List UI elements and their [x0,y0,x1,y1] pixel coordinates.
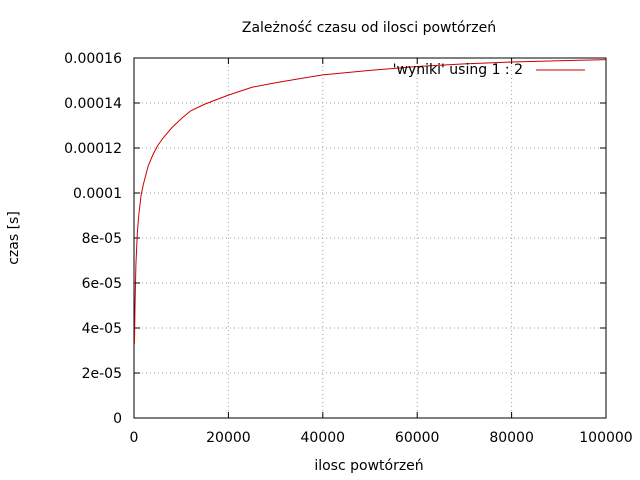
y-tick-label: 0.00012 [64,141,122,157]
grid [134,58,606,418]
y-tick-label: 6e-05 [82,276,122,292]
axis-ticks: 0 20000 40000 60000 80000 100000 0 2e-05 4e-05 6e… [64,51,633,446]
y-tick-label: 2e-05 [82,366,122,382]
x-tick-label: 40000 [301,430,346,446]
y-tick-label: 0.0001 [73,186,122,202]
legend: 'wyniki' using 1 : 2 [393,62,585,78]
x-tick-label: 80000 [489,430,534,446]
series-line-wyniki [133,59,607,344]
x-tick-label: 0 [130,430,139,446]
x-tick-label: 100000 [579,430,632,446]
plot-border [133,57,607,419]
x-tick-label: 60000 [395,430,440,446]
x-axis-label: ilosc powtórzeń [314,458,423,474]
y-tick-label: 8e-05 [82,231,122,247]
legend-label-wyniki: 'wyniki' using 1 : 2 [393,62,523,78]
y-axis-label: czas [s] [6,211,22,265]
y-tick-label: 0 [113,411,122,427]
chart-title: Zależność czasu od ilosci powtórzeń [242,20,496,36]
y-tick-label: 0.00016 [64,51,122,67]
y-tick-label: 4e-05 [82,321,122,337]
x-tick-label: 20000 [206,430,251,446]
y-tick-label: 0.00014 [64,96,122,112]
series-group [133,59,607,344]
